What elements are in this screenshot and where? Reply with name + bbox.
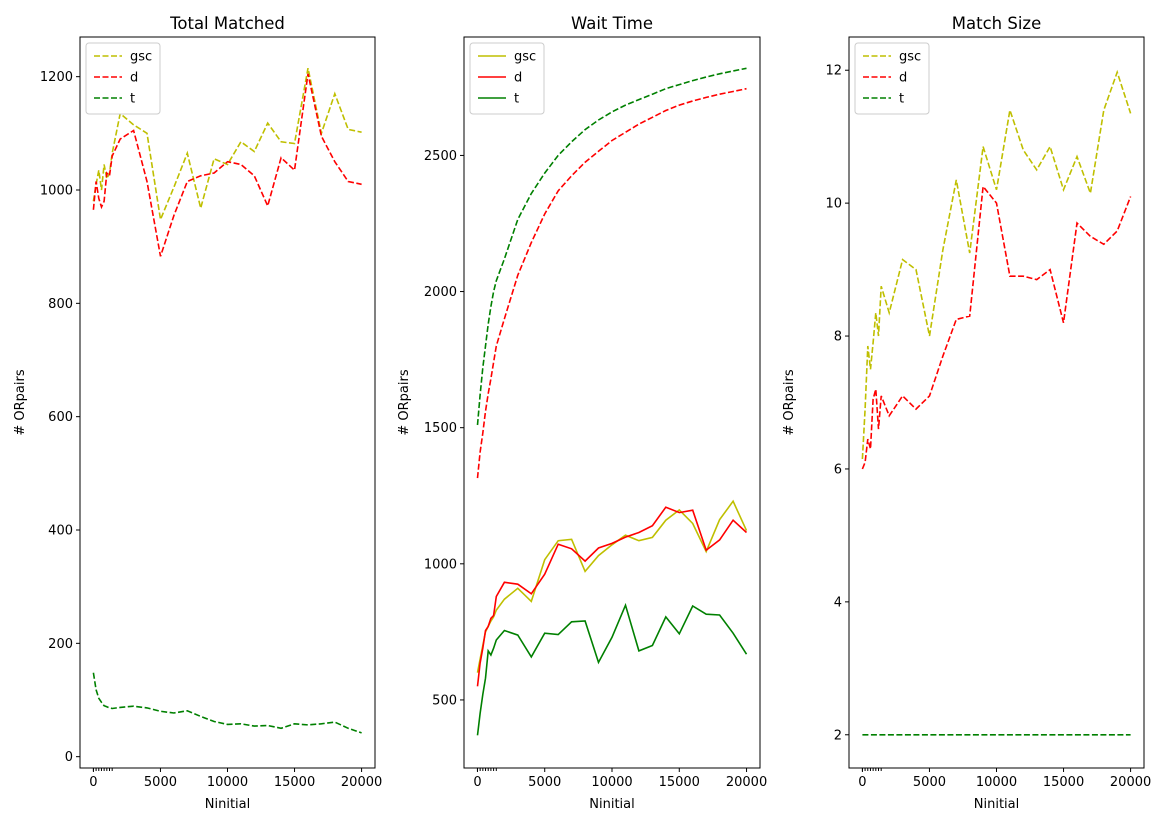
x-tick-label: 5000 bbox=[144, 775, 177, 790]
x-tick-label: 10000 bbox=[207, 775, 248, 790]
legend-label-t: t bbox=[130, 92, 135, 107]
legend-label-t: t bbox=[899, 92, 904, 107]
series-line-d-dashed bbox=[92, 73, 362, 257]
y-tick-label: 0 bbox=[65, 750, 73, 765]
x-tick-label: 0 bbox=[89, 775, 97, 790]
y-tick-label: 12 bbox=[825, 64, 842, 79]
legend-label-gsc: gsc bbox=[130, 50, 152, 65]
y-tick-label: 1000 bbox=[40, 184, 73, 199]
x-tick-label: 15000 bbox=[659, 775, 700, 790]
plot-frame bbox=[79, 36, 376, 769]
legend: gsc dt bbox=[854, 42, 930, 115]
chart-title: Wait Time bbox=[571, 14, 653, 33]
legend-label-d: d bbox=[899, 71, 907, 86]
series-line-t-solid bbox=[476, 602, 748, 736]
y-tick-label: 6 bbox=[834, 462, 842, 477]
chart-title: Total Matched bbox=[169, 14, 285, 33]
legend-label-t: t bbox=[514, 92, 519, 107]
legend-box bbox=[85, 42, 161, 115]
y-tick-label: 10 bbox=[825, 197, 842, 212]
series-group bbox=[92, 68, 362, 734]
legend-box bbox=[469, 42, 545, 115]
y-axis-label: # ORpairs bbox=[13, 369, 28, 435]
x-tick-label: 15000 bbox=[1043, 775, 1084, 790]
chart-panel-2: 0 5000 10000 15000 20000 500 1000 1500 2000 2500 W… bbox=[397, 14, 767, 812]
y-tick-label: 800 bbox=[48, 297, 73, 312]
legend-box bbox=[854, 42, 930, 115]
y-axis-label: # ORpairs bbox=[782, 369, 797, 435]
series-group bbox=[861, 69, 1132, 736]
y-tick-label: 2000 bbox=[424, 285, 457, 300]
legend-label-gsc: gsc bbox=[514, 50, 536, 65]
series-line-gsc-solid bbox=[476, 499, 748, 673]
plot-frame bbox=[848, 36, 1145, 769]
x-tick-label: 0 bbox=[858, 775, 866, 790]
legend: gsc dt bbox=[85, 42, 161, 115]
legend-label-d: d bbox=[130, 71, 138, 86]
series-line-d-dashed bbox=[861, 184, 1132, 470]
legend-label-gsc: gsc bbox=[899, 50, 921, 65]
y-tick-label: 1200 bbox=[40, 70, 73, 85]
legend: gsc dt bbox=[469, 42, 545, 115]
y-tick-label: 8 bbox=[834, 330, 842, 345]
x-tick-label: 20000 bbox=[1110, 775, 1151, 790]
series-group bbox=[476, 67, 748, 736]
y-tick-label: 200 bbox=[48, 637, 73, 652]
plot-frame bbox=[463, 36, 761, 769]
chart-panel-1: 0 5000 10000 15000 20000 0 200 400 600 800 1000 120… bbox=[13, 14, 382, 812]
x-tick-label: 10000 bbox=[976, 775, 1017, 790]
x-tick-label: 0 bbox=[473, 775, 481, 790]
x-tick-label: 10000 bbox=[591, 775, 632, 790]
y-tick-label: 4 bbox=[834, 595, 842, 610]
chart-panel-3: 0 5000 10000 15000 20000 2 4 6 8 10 12 Match Size Ni… bbox=[782, 14, 1151, 812]
x-tick-label: 20000 bbox=[341, 775, 382, 790]
legend-label-d: d bbox=[514, 71, 522, 86]
chart-title: Match Size bbox=[952, 14, 1041, 33]
y-tick-label: 1500 bbox=[424, 421, 457, 436]
x-axis-label: Ninitial bbox=[974, 797, 1019, 812]
y-tick-label: 2 bbox=[834, 728, 842, 743]
y-axis-label: # ORpairs bbox=[397, 369, 412, 435]
x-axis-label: Ninitial bbox=[589, 797, 634, 812]
x-tick-label: 5000 bbox=[528, 775, 561, 790]
y-tick-label: 1000 bbox=[424, 557, 457, 572]
y-tick-label: 2500 bbox=[424, 149, 457, 164]
y-tick-label: 500 bbox=[432, 693, 457, 708]
y-tick-label: 400 bbox=[48, 524, 73, 539]
x-tick-label: 5000 bbox=[913, 775, 946, 790]
x-tick-label: 15000 bbox=[274, 775, 315, 790]
series-line-d-solid bbox=[476, 506, 748, 687]
x-tick-label: 20000 bbox=[726, 775, 767, 790]
x-axis-label: Ninitial bbox=[205, 797, 250, 812]
series-line-gsc-dashed bbox=[92, 68, 362, 223]
series-line-unlabeled-3-dashed bbox=[476, 87, 747, 479]
series-line-gsc-dashed bbox=[861, 69, 1132, 460]
y-tick-label: 600 bbox=[48, 410, 73, 425]
series-line-unlabeled-4-dashed bbox=[476, 67, 747, 426]
series-line-t-dashed bbox=[92, 672, 362, 734]
